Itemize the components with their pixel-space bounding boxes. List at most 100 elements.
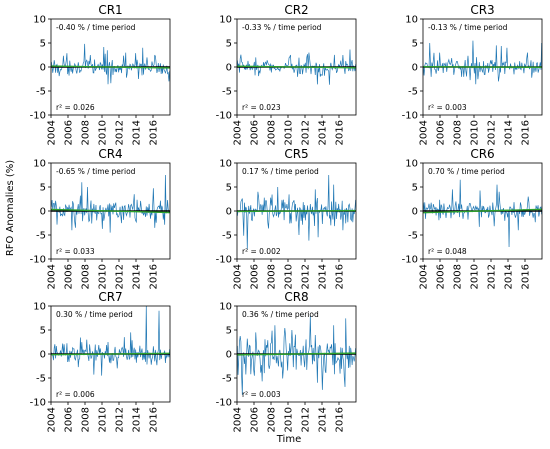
- y-tick-label: 0: [226, 207, 232, 218]
- y-tick-label: -10: [402, 255, 418, 266]
- y-tick-label: 10: [405, 159, 418, 170]
- trend-annotation: -0.13 % / time period: [428, 23, 508, 32]
- x-tick-label: 2012: [115, 407, 126, 432]
- y-tick-label: 0: [226, 63, 232, 74]
- x-tick-label: 2006: [436, 264, 447, 289]
- panel-title: CR5: [284, 147, 308, 161]
- y-tick-label: -10: [30, 255, 46, 266]
- y-tick-label: -10: [30, 398, 46, 409]
- panel-cr7: CR7 -10 -5 0 5 10 2004 2006 2008 2010 2012 2014 2016…: [30, 290, 171, 432]
- y-tick-label: -5: [36, 231, 46, 242]
- x-tick-label: 2006: [436, 120, 447, 145]
- y-tick-label: 5: [40, 39, 46, 50]
- y-tick-label: 0: [412, 207, 418, 218]
- trend-line: [236, 209, 357, 213]
- x-tick-label: 2008: [81, 407, 92, 432]
- y-tick-label: 10: [33, 302, 46, 313]
- x-tick-label: 2012: [487, 264, 498, 289]
- y-tick-label: 10: [219, 159, 232, 170]
- x-tick-label: 2016: [149, 407, 160, 432]
- trend-annotation: -0.33 % / time period: [242, 23, 322, 32]
- r2-annotation: r² = 0.006: [56, 390, 95, 399]
- x-tick-label: 2010: [98, 407, 109, 432]
- x-tick-label: 2004: [419, 264, 430, 289]
- y-tick-label: 0: [40, 207, 46, 218]
- x-tick-label: 2004: [47, 120, 58, 145]
- series-line: [51, 43, 170, 85]
- trend-annotation: 0.30 % / time period: [56, 310, 133, 319]
- y-tick-label: 10: [33, 159, 46, 170]
- y-tick-label: 10: [219, 302, 232, 313]
- y-tick-label: 10: [405, 15, 418, 26]
- panel-title: CR1: [98, 3, 122, 17]
- panel-title: CR7: [98, 290, 122, 304]
- trend-annotation: -0.65 % / time period: [56, 167, 136, 176]
- panel-title: CR4: [98, 147, 122, 161]
- x-tick-label: 2014: [132, 407, 143, 432]
- panel-title: CR3: [470, 3, 494, 17]
- panels: CR1 -10 -5 0 5 10 2004 2006 2008 2010 2012 2014 2016…: [30, 3, 543, 432]
- x-tick-label: 2016: [335, 407, 346, 432]
- y-tick-label: -5: [36, 87, 46, 98]
- x-tick-label: 2012: [301, 264, 312, 289]
- y-tick-label: -5: [408, 87, 418, 98]
- y-tick-label: 0: [40, 63, 46, 74]
- x-tick-label: 2016: [521, 264, 532, 289]
- r2-annotation: r² = 0.033: [56, 247, 95, 256]
- x-tick-label: 2004: [47, 264, 58, 289]
- x-tick-label: 2014: [504, 120, 515, 145]
- x-tick-label: 2004: [419, 120, 430, 145]
- panel-cr5: CR5 -10 -5 0 5 10 2004 2006 2008 2010 2012 2014 2016…: [216, 147, 357, 289]
- y-tick-label: 5: [40, 183, 46, 194]
- x-tick-label: 2014: [132, 120, 143, 145]
- x-tick-label: 2006: [64, 120, 75, 145]
- x-tick-label: 2010: [98, 264, 109, 289]
- x-tick-label: 2014: [504, 264, 515, 289]
- x-tick-label: 2006: [250, 407, 261, 432]
- panel-cr3: CR3 -10 -5 0 5 10 2004 2006 2008 2010 2012 2014 2016…: [402, 3, 543, 145]
- y-tick-label: -10: [216, 398, 232, 409]
- series-line: [423, 40, 542, 85]
- x-tick-label: 2006: [250, 264, 261, 289]
- trend-line: [236, 65, 357, 69]
- panel-title: CR8: [284, 290, 308, 304]
- x-tick-label: 2006: [250, 120, 261, 145]
- r2-annotation: r² = 0.048: [428, 247, 467, 256]
- y-tick-label: 0: [40, 350, 46, 361]
- x-tick-label: 2004: [233, 407, 244, 432]
- x-tick-label: 2006: [64, 407, 75, 432]
- y-tick-label: 5: [226, 183, 232, 194]
- x-tick-label: 2014: [318, 264, 329, 289]
- x-tick-label: 2010: [470, 120, 481, 145]
- series-line: [423, 179, 542, 248]
- y-tick-label: -10: [402, 111, 418, 122]
- panel-title: CR6: [470, 147, 494, 161]
- x-tick-label: 2008: [267, 407, 278, 432]
- x-tick-label: 2014: [318, 120, 329, 145]
- x-tick-label: 2012: [301, 120, 312, 145]
- panel-cr8: CR8 -10 -5 0 5 10 2004 2006 2008 2010 2012 2014 2016…: [216, 290, 357, 432]
- y-tick-label: 10: [219, 15, 232, 26]
- r2-annotation: r² = 0.003: [242, 390, 281, 399]
- trend-line: [50, 208, 171, 214]
- x-tick-label: 2016: [335, 264, 346, 289]
- panel-cr2: CR2 -10 -5 0 5 10 2004 2006 2008 2010 2012 2014 2016…: [216, 3, 357, 145]
- y-tick-label: -5: [222, 231, 232, 242]
- y-tick-label: -10: [216, 111, 232, 122]
- y-tick-label: -10: [30, 111, 46, 122]
- x-tick-label: 2014: [318, 407, 329, 432]
- x-tick-label: 2010: [470, 264, 481, 289]
- x-tick-label: 2004: [47, 407, 58, 432]
- trend-annotation: -0.40 % / time period: [56, 23, 136, 32]
- r2-annotation: r² = 0.026: [56, 103, 95, 112]
- trend-line: [236, 352, 357, 356]
- trend-line: [50, 65, 171, 69]
- x-tick-label: 2010: [98, 120, 109, 145]
- y-tick-label: -5: [408, 231, 418, 242]
- r2-annotation: r² = 0.002: [242, 247, 281, 256]
- x-tick-label: 2008: [453, 120, 464, 145]
- trend-line: [422, 208, 543, 214]
- y-tick-label: -5: [36, 374, 46, 385]
- trend-annotation: 0.70 % / time period: [428, 167, 505, 176]
